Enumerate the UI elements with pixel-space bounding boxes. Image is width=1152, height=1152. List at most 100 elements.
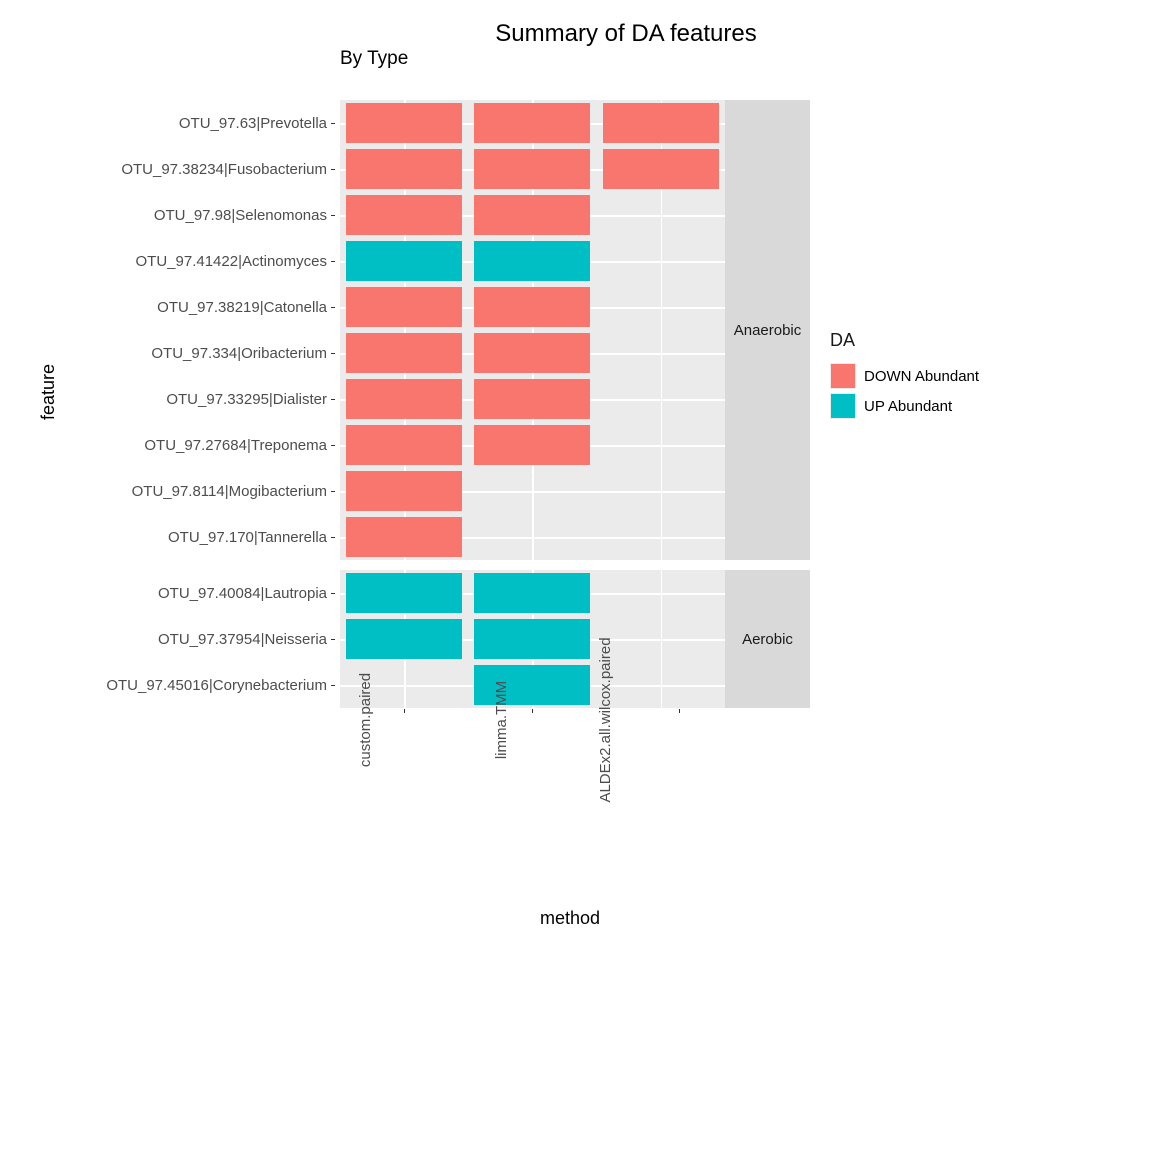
data-row — [340, 146, 725, 192]
legend-item: UP Abundant — [830, 391, 979, 421]
data-row — [340, 100, 725, 146]
data-cell — [340, 616, 468, 662]
y-tick-label: OTU_97.33295|Dialister — [60, 376, 335, 422]
bar — [346, 241, 462, 281]
x-axis-labels: custom.pairedlimma.TMMALDEx2.all.wilcox.… — [340, 714, 725, 731]
data-cell — [597, 662, 725, 708]
data-cell — [468, 662, 596, 708]
y-tick-label: OTU_97.27684|Treponema — [60, 422, 335, 468]
data-cell — [468, 238, 596, 284]
data-cell — [340, 330, 468, 376]
legend-label: DOWN Abundant — [864, 368, 979, 385]
bar — [346, 573, 462, 613]
bar — [474, 665, 590, 705]
data-cell — [468, 570, 596, 616]
data-cell — [597, 570, 725, 616]
facet-strip: Anaerobic — [725, 100, 810, 560]
data-cell — [597, 422, 725, 468]
data-cell — [468, 514, 596, 560]
data-row — [340, 422, 725, 468]
plot-area: Anaerobic Aerobic — [340, 100, 810, 718]
bar — [346, 333, 462, 373]
x-tick-label: custom.paired — [340, 714, 468, 731]
bar — [474, 379, 590, 419]
bar — [603, 149, 719, 189]
chart-container: Summary of DA features By Type feature m… — [0, 0, 1152, 1152]
data-cell — [597, 514, 725, 560]
data-cell — [340, 192, 468, 238]
legend-title: DA — [830, 330, 979, 351]
data-cell — [340, 570, 468, 616]
data-cell — [597, 376, 725, 422]
data-cell — [340, 284, 468, 330]
x-axis-title: method — [540, 908, 600, 929]
y-tick-label: OTU_97.37954|Neisseria — [60, 616, 335, 662]
legend-swatch — [831, 394, 855, 418]
bar — [346, 195, 462, 235]
bar — [474, 103, 590, 143]
facet: Aerobic — [340, 570, 810, 708]
data-row — [340, 468, 725, 514]
data-cell — [468, 100, 596, 146]
y-tick-label: OTU_97.334|Oribacterium — [60, 330, 335, 376]
bar — [346, 379, 462, 419]
bar — [474, 149, 590, 189]
data-cell — [468, 422, 596, 468]
data-cell — [597, 100, 725, 146]
data-cell — [340, 146, 468, 192]
bar — [346, 471, 462, 511]
data-cell — [468, 192, 596, 238]
bar — [474, 241, 590, 281]
data-cell — [597, 146, 725, 192]
facet-panel — [340, 100, 725, 560]
y-tick-label: OTU_97.63|Prevotella — [60, 100, 335, 146]
x-tick-label: limma.TMM — [468, 714, 596, 731]
chart-title: Summary of DA features — [100, 20, 1152, 48]
y-tick-label: OTU_97.38219|Catonella — [60, 284, 335, 330]
y-tick-label: OTU_97.41422|Actinomyces — [60, 238, 335, 284]
data-cell — [340, 100, 468, 146]
bar — [346, 425, 462, 465]
data-cell — [468, 376, 596, 422]
data-row — [340, 514, 725, 560]
data-cell — [468, 330, 596, 376]
bar — [346, 149, 462, 189]
bar — [346, 619, 462, 659]
legend-swatch — [831, 364, 855, 388]
data-cell — [340, 468, 468, 514]
y-tick-label: OTU_97.40084|Lautropia — [60, 570, 335, 616]
data-row — [340, 284, 725, 330]
y-tick-label: OTU_97.170|Tannerella — [60, 514, 335, 560]
x-tick-label: ALDEx2.all.wilcox.paired — [597, 714, 762, 731]
y-tick-label: OTU_97.98|Selenomonas — [60, 192, 335, 238]
facet-strip: Aerobic — [725, 570, 810, 708]
data-row — [340, 376, 725, 422]
data-cell — [340, 376, 468, 422]
data-cell — [340, 514, 468, 560]
data-cell — [468, 616, 596, 662]
bar — [474, 573, 590, 613]
data-row — [340, 192, 725, 238]
data-cell — [468, 468, 596, 514]
data-row — [340, 662, 725, 708]
bar — [346, 287, 462, 327]
data-row — [340, 238, 725, 284]
data-cell — [597, 284, 725, 330]
data-cell — [597, 238, 725, 284]
bar — [474, 195, 590, 235]
data-cell — [340, 422, 468, 468]
y-axis-labels: OTU_97.63|PrevotellaOTU_97.38234|Fusobac… — [60, 100, 335, 708]
data-cell — [597, 192, 725, 238]
data-row — [340, 570, 725, 616]
bar — [474, 425, 590, 465]
data-cell — [468, 284, 596, 330]
y-tick-label: OTU_97.45016|Corynebacterium — [60, 662, 335, 708]
y-tick-label: OTU_97.8114|Mogibacterium — [60, 468, 335, 514]
bar — [474, 333, 590, 373]
facet-panel — [340, 570, 725, 708]
bar — [346, 103, 462, 143]
chart-subtitle: By Type — [340, 48, 1152, 70]
bar — [346, 517, 462, 557]
bar — [474, 287, 590, 327]
y-tick-label: OTU_97.38234|Fusobacterium — [60, 146, 335, 192]
